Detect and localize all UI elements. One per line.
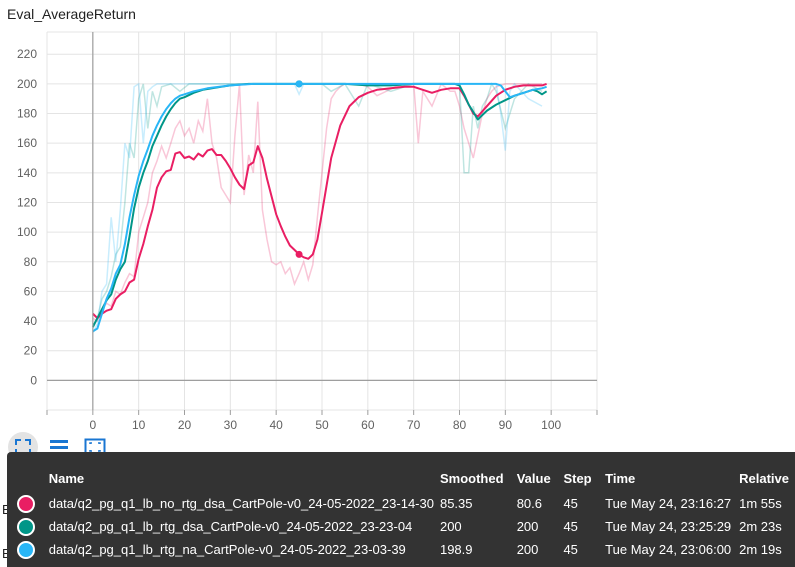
hover-markers	[295, 80, 303, 258]
run-name: data/q2_pg_q1_lb_rtg_na_CartPole-v0_24-0…	[48, 542, 406, 557]
y-tick-label: 80	[24, 255, 38, 269]
relative-value: 2m 23s	[739, 519, 782, 534]
x-tick-label: 80	[453, 418, 467, 432]
time-value: Tue May 24, 23:06:00	[605, 542, 732, 557]
run-name: data/q2_pg_q1_lb_rtg_dsa_CartPole-v0_24-…	[48, 519, 413, 534]
relative-value: 2m 19s	[739, 542, 782, 557]
y-tick-label: 120	[17, 195, 37, 209]
tooltip-table: Name Smoothed Value Step Time Relative d…	[17, 470, 795, 561]
y-tick-label: 160	[17, 136, 37, 150]
x-tick-label: 10	[132, 418, 146, 432]
tooltip-header-row: Name Smoothed Value Step Time Relative	[17, 470, 795, 492]
raw-value: 200	[516, 519, 539, 534]
x-tick-label: 50	[315, 418, 329, 432]
raw-value: 200	[516, 542, 539, 557]
step-header: Step	[563, 470, 592, 486]
raw-value: 80.6	[516, 496, 543, 511]
y-tick-label: 140	[17, 166, 37, 180]
x-tick-label: 20	[178, 418, 192, 432]
value-header: Value	[516, 470, 551, 486]
hover-point	[295, 250, 303, 258]
smoothed-value: 85.35	[439, 496, 473, 511]
time-header: Time	[605, 470, 636, 486]
smoothed-series-lines	[91, 82, 548, 333]
run-name: data/q2_pg_q1_lb_no_rtg_dsa_CartPole-v0_…	[48, 496, 434, 511]
x-tick-label: 60	[361, 418, 375, 432]
smoothed-series-line	[92, 82, 547, 333]
series-color-dot	[17, 494, 35, 513]
y-tick-label: 200	[17, 77, 37, 91]
series-color-dot	[17, 540, 35, 559]
y-tick-label: 220	[17, 47, 37, 61]
hover-point	[295, 80, 303, 88]
tooltip-row: data/q2_pg_q1_lb_no_rtg_dsa_CartPole-v0_…	[17, 492, 795, 515]
series-color-dot	[17, 517, 35, 536]
x-tick-label: 90	[499, 418, 513, 432]
fullscreen-icon	[15, 439, 31, 455]
relative-value: 1m 55s	[739, 496, 782, 511]
time-value: Tue May 24, 23:16:27	[605, 496, 732, 511]
step-value: 45	[563, 496, 578, 511]
x-tick-label: 40	[269, 418, 283, 432]
y-tick-label: 100	[17, 225, 37, 239]
x-tick-label: 100	[541, 418, 561, 432]
x-tick-label: 70	[407, 418, 421, 432]
chart-plot[interactable]: 0 10 20 30 40 50 60 70 80 90 100 0 20 40 60 80 100 120 140…	[0, 0, 795, 440]
step-value: 45	[563, 519, 578, 534]
smoothed-header: Smoothed	[439, 470, 504, 486]
tooltip-row: data/q2_pg_q1_lb_rtg_na_CartPole-v0_24-0…	[17, 538, 795, 561]
step-value: 45	[563, 542, 578, 557]
y-tick-label: 40	[24, 314, 38, 328]
relative-header: Relative	[739, 470, 789, 486]
y-tick-label: 180	[17, 107, 37, 121]
tooltip-row: data/q2_pg_q1_lb_rtg_dsa_CartPole-v0_24-…	[17, 515, 795, 538]
data-tooltip: Name Smoothed Value Step Time Relative d…	[7, 452, 795, 567]
smoothed-value: 200	[439, 519, 462, 534]
name-header: Name	[48, 470, 85, 486]
y-tick-label: 20	[24, 344, 38, 358]
time-value: Tue May 24, 23:25:29	[605, 519, 732, 534]
raw-series-line	[92, 82, 542, 323]
smoothed-series-line	[91, 82, 548, 328]
smoothed-value: 198.9	[439, 542, 473, 557]
axes: 0 10 20 30 40 50 60 70 80 90 100 0 20 40 60 80 100 120 140…	[17, 32, 598, 432]
y-tick-label: 60	[24, 284, 38, 298]
x-tick-label: 30	[224, 418, 238, 432]
chart-title: Eval_AverageReturn	[7, 6, 136, 22]
y-tick-label: 0	[30, 373, 37, 387]
smoothed-series-line	[92, 82, 547, 320]
x-tick-label: 0	[89, 418, 96, 432]
